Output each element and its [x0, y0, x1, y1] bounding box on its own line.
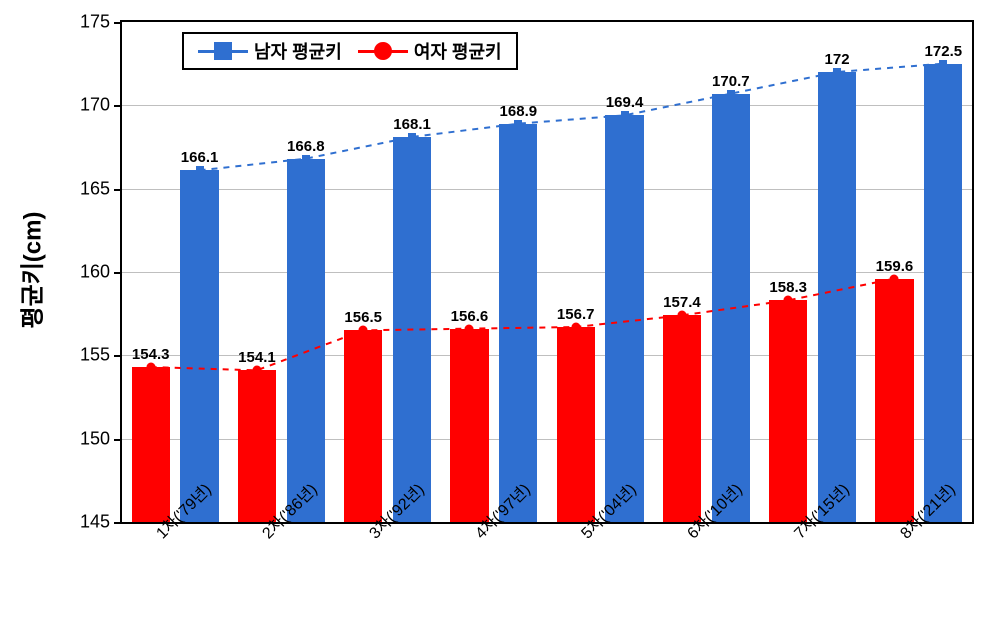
marker-female — [146, 363, 155, 372]
marker-male — [196, 166, 204, 174]
marker-female — [252, 366, 261, 375]
marker-female — [890, 274, 899, 283]
marker-male — [514, 120, 522, 128]
marker-male — [621, 111, 629, 119]
y-axis-label: 평균키(cm) — [13, 212, 48, 329]
marker-male — [939, 60, 947, 68]
marker-male — [302, 155, 310, 163]
legend-label-female: 여자 평균키 — [414, 38, 502, 64]
y-tick-label: 155 — [80, 345, 122, 366]
y-tick-label: 165 — [80, 178, 122, 199]
marker-female — [571, 323, 580, 332]
marker-female — [677, 311, 686, 320]
trend-lines — [122, 22, 972, 522]
y-tick-label: 150 — [80, 428, 122, 449]
trend-line-male — [200, 64, 944, 171]
legend-swatch-female — [358, 41, 408, 61]
trend-line-female — [151, 279, 895, 371]
y-tick-label: 160 — [80, 262, 122, 283]
legend-swatch-male — [198, 41, 248, 61]
y-tick-label: 170 — [80, 95, 122, 116]
y-tick-label: 145 — [80, 512, 122, 533]
legend-item-male: 남자 평균키 — [198, 38, 342, 64]
y-tick-label: 175 — [80, 12, 122, 33]
marker-male — [727, 90, 735, 98]
marker-female — [359, 326, 368, 335]
marker-female — [784, 296, 793, 305]
marker-male — [833, 68, 841, 76]
height-chart: 평균키(cm) 남자 평균키 여자 평균키 145150155160165170… — [0, 0, 1000, 625]
plot-area: 남자 평균키 여자 평균키 145150155160165170175154.3… — [120, 20, 974, 524]
legend-label-male: 남자 평균키 — [254, 38, 342, 64]
marker-male — [408, 133, 416, 141]
marker-female — [465, 324, 474, 333]
legend: 남자 평균키 여자 평균키 — [182, 32, 518, 70]
legend-item-female: 여자 평균키 — [358, 38, 502, 64]
